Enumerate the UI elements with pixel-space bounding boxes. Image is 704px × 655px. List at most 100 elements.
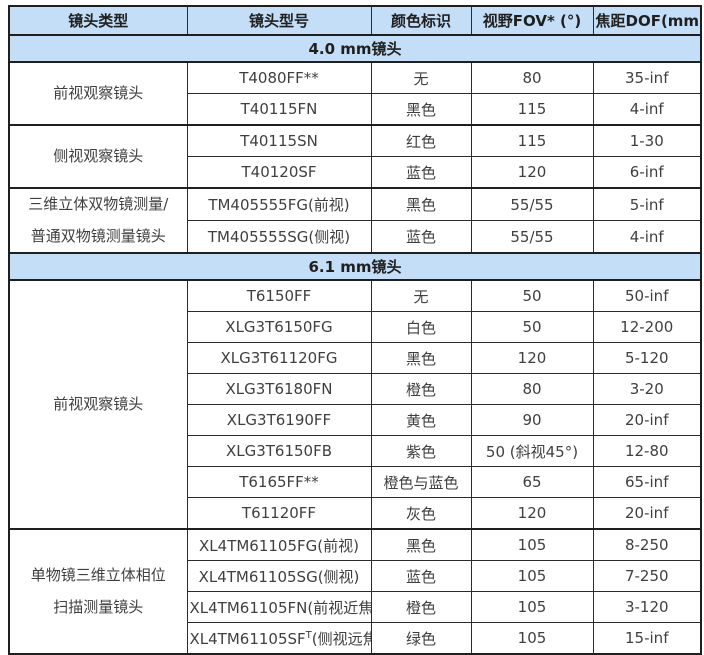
cell-color: 黑色: [370, 342, 472, 374]
cell-color: 无: [370, 61, 472, 94]
col-header-dof: 焦距DOF(mm): [592, 5, 702, 36]
cell-fov: 105: [470, 591, 594, 623]
table-row: T6165FF** 橙色与蓝色 65 65-inf: [9, 466, 702, 498]
cell-fov: 50 (斜视45°): [470, 435, 594, 467]
cell-dof: 8-250: [592, 528, 702, 561]
cell-color: 蓝色: [370, 560, 472, 592]
cell-model: XLG3T6150FG: [186, 311, 372, 343]
cell-dof: 12-80: [592, 435, 702, 467]
cell-model: T40120SF: [186, 156, 372, 189]
cell-color: 蓝色: [370, 220, 472, 254]
cell-model: XL4TM61105SFT(侧视远焦): [186, 622, 372, 655]
cell-color: 橙色: [370, 373, 472, 405]
table-row: 侧视观察镜头 T40115SN 红色 115 1-30: [8, 124, 702, 189]
cell-dof: 50-inf: [592, 279, 702, 312]
cell-color: 橙色: [370, 591, 472, 623]
cell-fov: 55/55: [470, 187, 594, 221]
cell-fov: 80: [470, 61, 594, 94]
lens-type-line: 前视观察镜头: [53, 394, 144, 413]
cell-color: 黑色: [370, 187, 472, 221]
col-header-lens-type: 镜头类型: [8, 5, 188, 36]
table-row: 三维立体双物镜测量/ 普通双物镜测量镜头 TM405555FG(前视) 黑色 5…: [8, 187, 702, 254]
cell-fov: 105: [470, 528, 594, 561]
cell-model: T40115SN: [186, 124, 372, 157]
cell-model: XLG3T6180FN: [186, 373, 372, 405]
section-row-61mm: 6.1 mm镜头: [8, 252, 702, 281]
cell-dof: 12-200: [592, 311, 702, 343]
cell-fov: 80: [470, 373, 594, 405]
table-header-row: 镜头类型 镜头型号 颜色标识 视野FOV* (°) 焦距DOF(mm): [8, 5, 702, 36]
cell-model: TM405555SG(侧视): [186, 220, 372, 254]
table-row: XL4TM61105SFT(侧视远焦) 绿色 105 15-inf: [9, 622, 702, 655]
cell-dof: 3-20: [592, 373, 702, 405]
cell-dof: 20-inf: [592, 497, 702, 530]
table-row: XLG3T6180FN 橙色 80 3-20: [9, 373, 702, 405]
cell-dof: 65-inf: [592, 466, 702, 498]
cell-dof: 4-inf: [592, 93, 702, 126]
cell-model: T6165FF**: [186, 466, 372, 498]
cell-lens-type: 侧视观察镜头: [8, 124, 188, 189]
cell-fov: 105: [470, 560, 594, 592]
cell-color: 紫色: [370, 435, 472, 467]
cell-dof: 6-inf: [592, 156, 702, 189]
cell-color: 蓝色: [370, 156, 472, 189]
lens-type-line: 三维立体双物镜测量/: [28, 195, 169, 213]
cell-dof: 7-250: [592, 560, 702, 592]
cell-fov: 50: [470, 279, 594, 312]
cell-dof: 20-inf: [592, 404, 702, 436]
model-note: (侧视远焦): [311, 629, 370, 648]
table-row: XLG3T6190FF 黄色 90 20-inf: [9, 404, 702, 436]
cell-fov: 105: [470, 622, 594, 655]
cell-model: XLG3T6190FF: [186, 404, 372, 436]
cell-dof: 5-120: [592, 342, 702, 374]
cell-color: 白色: [370, 311, 472, 343]
cell-color: 灰色: [370, 497, 472, 530]
cell-color: 绿色: [370, 622, 472, 655]
cell-dof: 1-30: [592, 124, 702, 157]
col-header-fov: 视野FOV* (°): [470, 5, 594, 36]
cell-model: XL4TM61105FG(前视): [186, 528, 372, 561]
cell-model: TM405555FG(前视): [186, 187, 372, 221]
cell-model: XLG3T61120FG: [186, 342, 372, 374]
cell-fov: 115: [470, 93, 594, 126]
col-header-model: 镜头型号: [186, 5, 372, 36]
cell-model: XL4TM61105FN(前视近焦): [186, 591, 372, 623]
cell-fov: 120: [470, 342, 594, 374]
lens-spec-table: 镜头类型 镜头型号 颜色标识 视野FOV* (°) 焦距DOF(mm) 4.0 …: [8, 5, 702, 655]
model-superscript: T: [305, 629, 312, 641]
section-title: 4.0 mm镜头: [8, 34, 702, 63]
cell-dof: 5-inf: [592, 187, 702, 221]
cell-color: 黄色: [370, 404, 472, 436]
cell-fov: 50: [470, 311, 594, 343]
cell-dof: 15-inf: [592, 622, 702, 655]
cell-dof: 3-120: [592, 591, 702, 623]
section-title: 6.1 mm镜头: [8, 252, 702, 281]
cell-model: T40115FN: [186, 93, 372, 126]
model-text: XL4TM61105SF: [189, 629, 306, 648]
table-row: T40120SF 蓝色 120 6-inf: [9, 156, 702, 189]
cell-fov: 115: [470, 124, 594, 157]
cell-fov: 120: [470, 156, 594, 189]
col-header-color-id: 颜色标识: [370, 5, 472, 36]
cell-model: T4080FF**: [186, 61, 372, 94]
table-row: T40115FN 黑色 115 4-inf: [9, 93, 702, 126]
cell-model: XL4TM61105SG(侧视): [186, 560, 372, 592]
cell-fov: 55/55: [470, 220, 594, 254]
cell-color: 黑色: [370, 93, 472, 126]
cell-lens-type: 前视观察镜头: [8, 61, 188, 126]
table-row: 单物镜三维立体相位 扫描测量镜头 XL4TM61105FG(前视) 黑色 105…: [8, 528, 702, 655]
section-row-4mm: 4.0 mm镜头: [8, 34, 702, 63]
cell-model: XLG3T6150FB: [186, 435, 372, 467]
cell-lens-type: 前视观察镜头: [8, 279, 188, 530]
lens-type-line: 普通双物镜测量镜头: [30, 226, 166, 245]
cell-model: T61120FF: [186, 497, 372, 530]
cell-dof: 35-inf: [592, 61, 702, 94]
cell-model: T6150FF: [186, 279, 372, 312]
cell-fov: 120: [470, 497, 594, 530]
cell-color: 黑色: [370, 528, 472, 561]
table-row: XLG3T6150FB 紫色 50 (斜视45°) 12-80: [9, 435, 702, 467]
lens-type-line: 前视观察镜头: [53, 83, 144, 102]
cell-lens-type: 单物镜三维立体相位 扫描测量镜头: [8, 528, 188, 655]
table-row: XLG3T6150FG 白色 50 12-200: [9, 311, 702, 343]
lens-type-line: 扫描测量镜头: [53, 597, 144, 616]
